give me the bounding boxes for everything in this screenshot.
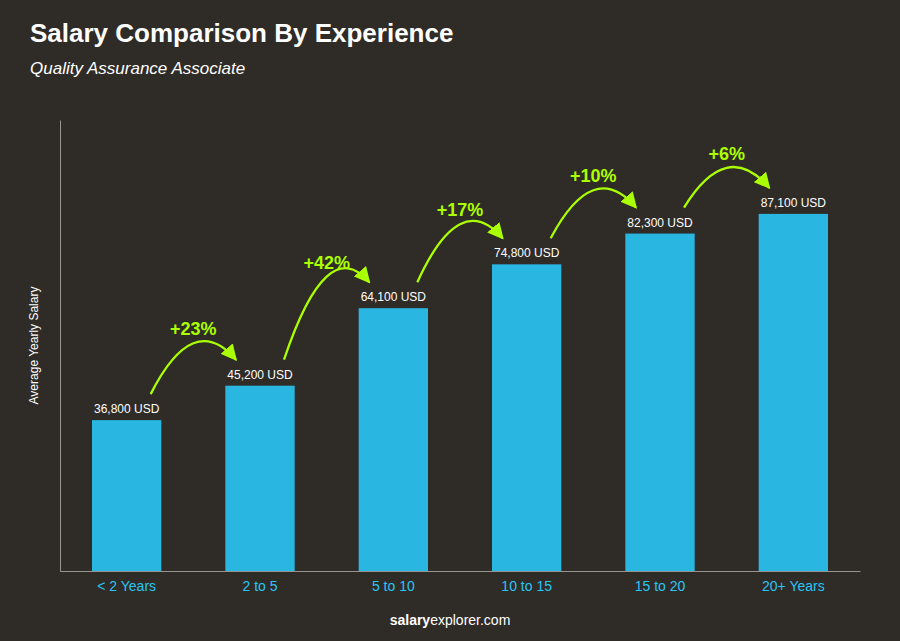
x-axis-line xyxy=(61,571,861,572)
x-tick: 5 to 10 xyxy=(372,571,415,594)
bar xyxy=(225,386,294,571)
data-label: 64,100 USD xyxy=(361,290,427,304)
y-axis xyxy=(60,121,61,572)
bar xyxy=(759,214,828,571)
y-axis-line xyxy=(60,121,61,572)
x-tick: 15 to 20 xyxy=(635,571,686,594)
x-axis: < 2 Years 2 to 5 5 to 10 10 to 15 15 to 20 20… xyxy=(61,571,861,594)
x-tick-label: 15 to 20 xyxy=(635,578,686,594)
data-labels: 36,800 USD 45,200 USD 64,100 USD 74,800 USD… xyxy=(94,196,826,416)
change-arrow xyxy=(684,167,769,208)
x-tick-label: 20+ Years xyxy=(762,578,825,594)
bar xyxy=(359,308,428,571)
x-tick: 2 to 5 xyxy=(242,571,277,594)
plot-area: < 2 Years 2 to 5 5 to 10 10 to 15 15 to 20 20… xyxy=(61,121,861,594)
x-tick-label: 5 to 10 xyxy=(372,578,415,594)
subtitle: Quality Assurance Associate xyxy=(30,59,245,78)
x-tick: < 2 Years xyxy=(97,571,156,594)
x-tick: 20+ Years xyxy=(762,571,825,594)
watermark-normal: explorer.com xyxy=(430,612,510,628)
change-arrow xyxy=(551,188,636,238)
change-arrow xyxy=(284,268,369,360)
watermark-bold: salary xyxy=(390,612,431,628)
watermark: salaryexplorer.com xyxy=(390,612,511,628)
change-label: +17% xyxy=(437,200,484,220)
chart-svg: Salary Comparison By Experience Quality A… xyxy=(0,0,900,641)
change-label: +6% xyxy=(708,144,745,164)
title: Salary Comparison By Experience xyxy=(30,18,453,48)
change-label: +10% xyxy=(570,166,617,186)
data-label: 36,800 USD xyxy=(94,402,160,416)
bars xyxy=(92,214,828,571)
data-label: 87,100 USD xyxy=(761,196,827,210)
change-label: +23% xyxy=(170,319,217,339)
x-tick: 10 to 15 xyxy=(501,571,552,594)
data-label: 74,800 USD xyxy=(494,246,560,260)
change-arrow xyxy=(151,341,236,394)
x-tick-label: < 2 Years xyxy=(97,578,156,594)
x-tick-label: 2 to 5 xyxy=(242,578,277,594)
background xyxy=(0,0,900,641)
data-label: 82,300 USD xyxy=(627,216,693,230)
y-axis-label: Average Yearly Salary xyxy=(27,287,41,405)
change-arrow xyxy=(417,221,502,282)
bar xyxy=(625,234,694,571)
data-label: 45,200 USD xyxy=(227,368,293,382)
bar xyxy=(92,420,161,571)
change-label: +42% xyxy=(303,253,350,273)
change-annotations: +23% +42% +17% +10% +6% xyxy=(151,144,770,394)
bar xyxy=(492,264,561,571)
x-tick-label: 10 to 15 xyxy=(501,578,552,594)
